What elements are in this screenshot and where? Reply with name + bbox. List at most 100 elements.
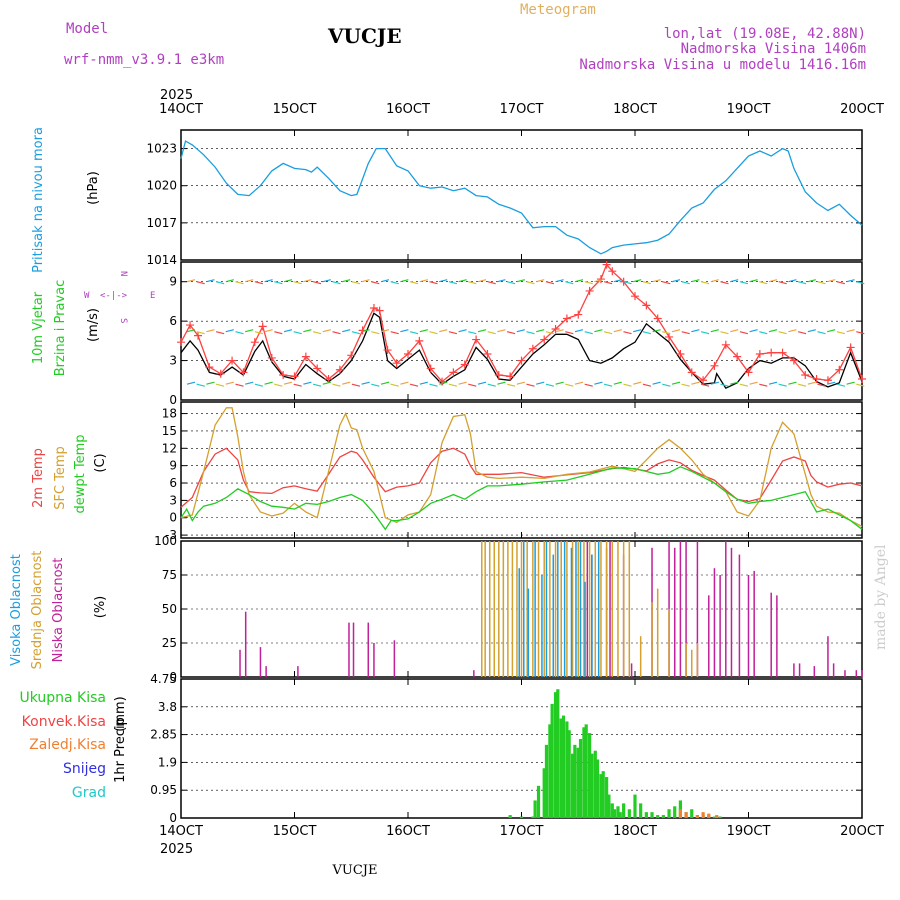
wind-gust-marker (205, 363, 214, 372)
precip-bar-0 (618, 812, 622, 818)
cloud-bar-1 (617, 541, 619, 677)
precip-ytick-label: 0 (169, 811, 177, 825)
cloud-bar-0 (367, 622, 370, 677)
wind-direction-arrow (759, 331, 768, 335)
cloud-bar-1 (691, 649, 693, 677)
wind-direction-arrow (468, 281, 477, 285)
wind-direction-arrow (846, 329, 855, 333)
wind-direction-arrow (730, 329, 739, 333)
wind-gust-marker (823, 376, 832, 385)
year-bottom: 2025 (160, 842, 193, 857)
wind-direction-arrow (603, 383, 613, 387)
precip-bar-0 (576, 747, 580, 818)
cloud-bar-1 (605, 541, 608, 677)
wind-direction-arrow (856, 281, 865, 285)
wind-direction-arrow (603, 331, 613, 335)
precip-bar-0 (519, 816, 524, 818)
wind-direction-arrow (565, 331, 574, 335)
cloud-bar-1 (537, 541, 540, 677)
wind-direction-arrow (817, 383, 826, 387)
wind-direction-arrow (788, 381, 797, 385)
cloud-bar-2 (541, 575, 543, 677)
wind-direction-arrow (361, 279, 370, 283)
wind-direction-arrow (312, 331, 322, 335)
precip-bar-2 (707, 813, 711, 818)
wind-direction-arrow (574, 381, 584, 385)
cloud-bar-0 (747, 575, 750, 677)
wind-gust-marker (472, 335, 481, 344)
cloud-bar-1 (481, 541, 483, 677)
wind-direction-arrow (332, 281, 341, 285)
cloud-bar-1 (656, 588, 659, 677)
wind-direction-arrow (206, 279, 215, 283)
cloud-bar-1 (685, 643, 687, 677)
wind-direction-arrow (749, 381, 758, 385)
wind-direction-arrow (652, 279, 661, 283)
wind-direction-arrow (555, 279, 564, 283)
cloud-bar-1 (696, 643, 699, 677)
wind-direction-arrow (506, 331, 516, 335)
wind-direction-arrow (594, 329, 603, 333)
cloud-bar-0 (861, 670, 863, 677)
cloud-bar-1 (571, 541, 574, 677)
wind-direction-arrow (196, 331, 205, 335)
cloud-bar-0 (776, 595, 778, 677)
wind-direction-arrow (574, 279, 584, 283)
wind-direction-arrow (380, 329, 390, 333)
wind-direction-arrow (361, 381, 370, 385)
wind-direction-arrow (409, 281, 419, 285)
wind-direction-arrow (623, 383, 632, 387)
wind-direction-arrow (633, 381, 642, 385)
precip-bar-0 (607, 794, 611, 818)
precip-bar-0 (661, 815, 665, 818)
wind-direction-arrow (487, 281, 496, 285)
wind-gust-marker (744, 368, 753, 377)
wind-direction-arrow (526, 331, 535, 335)
wind-gust-marker (239, 368, 248, 377)
cloud-bar-1 (639, 636, 642, 677)
temperature-ytick-label: 12 (162, 441, 177, 455)
cloud-bar-0 (679, 541, 682, 677)
precip-bar-0 (533, 800, 537, 818)
precip-bar-0 (622, 803, 626, 818)
wind-direction-arrow (642, 383, 652, 387)
precip-bar-0 (644, 812, 648, 818)
wind-direction-arrow (516, 279, 525, 283)
x-label-top: 14OCT (159, 102, 203, 117)
station-title: VUCJE (327, 24, 402, 48)
precip-ytick-label: 3.8 (158, 700, 177, 714)
wind-direction-arrow (429, 331, 438, 335)
cloud-bar-2 (523, 541, 525, 677)
temp-dew-label: dewpt Temp (73, 434, 88, 513)
wind-direction-arrow (419, 381, 428, 385)
precip-bar-2 (695, 815, 700, 818)
pressure-series-0 (180, 140, 863, 255)
wind-direction-arrow (390, 383, 399, 387)
wind-direction-arrow (264, 329, 273, 333)
wind-gust-marker (460, 360, 469, 369)
x-label-bottom: 18OCT (613, 824, 657, 839)
cloud-bar-2 (518, 568, 520, 677)
wind-gust-marker (778, 348, 787, 357)
wind-gust-marker (710, 361, 719, 370)
precip-bar-0 (578, 738, 583, 818)
cloud-bar-0 (609, 541, 611, 677)
wind-gust-marker (313, 364, 322, 373)
cloud-bar-1 (549, 541, 551, 677)
wind-ytick-label: 9 (169, 275, 177, 289)
precip-bar-0 (559, 718, 563, 818)
wind-direction-arrow (807, 329, 816, 333)
wind-direction-arrow (652, 329, 661, 333)
wind-gust-marker (767, 348, 776, 357)
wind-gust-marker (835, 365, 844, 374)
wind-direction-arrow (206, 381, 215, 385)
wind-gust-marker (517, 356, 526, 365)
wind-direction-arrow (856, 331, 865, 335)
wind-gust-marker (228, 356, 237, 365)
wind-gust-marker (449, 368, 458, 377)
precip-bar-0 (556, 689, 560, 818)
wind-direction-arrow (458, 279, 467, 283)
wind-direction-arrow (400, 329, 409, 333)
compass-arrow: <-|-> (100, 291, 128, 301)
